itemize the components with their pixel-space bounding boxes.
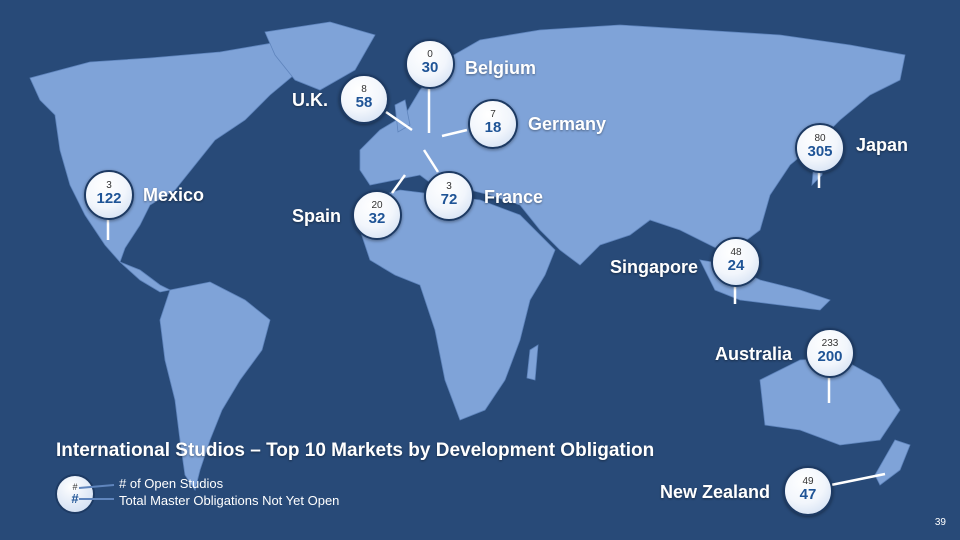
market-label-mexico: Mexico bbox=[143, 185, 205, 205]
market-label-spain: Spain bbox=[292, 206, 342, 226]
legend-bubble: # # bbox=[55, 474, 95, 514]
obligation-count: 18 bbox=[484, 119, 502, 136]
legend-obligations-label: Total Master Obligations Not Yet Open bbox=[119, 493, 340, 508]
obligation-count: 122 bbox=[96, 190, 122, 207]
slide-title: International Studios – Top 10 Markets b… bbox=[56, 440, 655, 461]
market-label-germany: Germany bbox=[528, 114, 607, 134]
open-count: 20 bbox=[371, 200, 383, 211]
market-bubble-mexico: 3 122 bbox=[84, 170, 134, 220]
legend-open-label: # of Open Studios bbox=[119, 476, 224, 491]
obligation-count: 58 bbox=[355, 94, 373, 111]
connector-germany bbox=[441, 128, 468, 138]
market-bubble-japan: 80 305 bbox=[795, 123, 845, 173]
market-bubble-singapore: 48 24 bbox=[711, 237, 761, 287]
connector-lines bbox=[106, 87, 886, 487]
obligation-count: 72 bbox=[440, 191, 458, 208]
legend-open-symbol: # bbox=[72, 482, 78, 492]
madagascar bbox=[526, 344, 539, 381]
uk-island bbox=[394, 99, 411, 133]
open-count: 233 bbox=[821, 338, 839, 349]
market-bubble-uk: 8 58 bbox=[339, 74, 389, 124]
connector-new-zealand bbox=[830, 472, 886, 487]
market-label-australia: Australia bbox=[715, 344, 793, 364]
market-bubble-germany: 7 18 bbox=[468, 99, 518, 149]
market-bubble-australia: 233 200 bbox=[805, 328, 855, 378]
market-label-new-zealand: New Zealand bbox=[660, 482, 771, 502]
legend-obligations-symbol: # bbox=[71, 491, 79, 506]
south-america bbox=[159, 281, 271, 491]
market-label-belgium: Belgium bbox=[465, 58, 537, 78]
open-count: 80 bbox=[814, 133, 826, 144]
market-bubble-belgium: 0 30 bbox=[405, 39, 455, 89]
obligation-count: 30 bbox=[421, 59, 439, 76]
market-bubble-new-zealand: 49 47 bbox=[783, 466, 833, 516]
connector-uk bbox=[385, 110, 413, 132]
connector-france bbox=[422, 149, 440, 173]
open-count: 49 bbox=[802, 476, 814, 487]
open-count: 3 bbox=[446, 181, 452, 192]
page-number: 39 bbox=[934, 517, 946, 528]
market-bubble-france: 3 72 bbox=[424, 171, 474, 221]
obligation-count: 24 bbox=[727, 257, 745, 274]
africa bbox=[359, 189, 556, 421]
connector-spain bbox=[390, 174, 407, 194]
obligation-count: 32 bbox=[368, 210, 386, 227]
obligation-count: 305 bbox=[807, 143, 833, 160]
open-count: 48 bbox=[730, 247, 742, 258]
obligation-count: 47 bbox=[799, 486, 817, 503]
market-label-japan: Japan bbox=[856, 135, 909, 155]
greenland bbox=[264, 21, 376, 91]
market-bubble-spain: 20 32 bbox=[352, 190, 402, 240]
open-count: 0 bbox=[427, 49, 433, 60]
open-count: 8 bbox=[361, 84, 367, 95]
open-count: 7 bbox=[490, 109, 496, 120]
market-label-france: France bbox=[484, 187, 544, 207]
market-label-uk: U.K. bbox=[292, 90, 328, 110]
market-label-singapore: Singapore bbox=[610, 257, 699, 277]
open-count: 3 bbox=[106, 180, 112, 191]
obligation-count: 200 bbox=[817, 348, 843, 365]
